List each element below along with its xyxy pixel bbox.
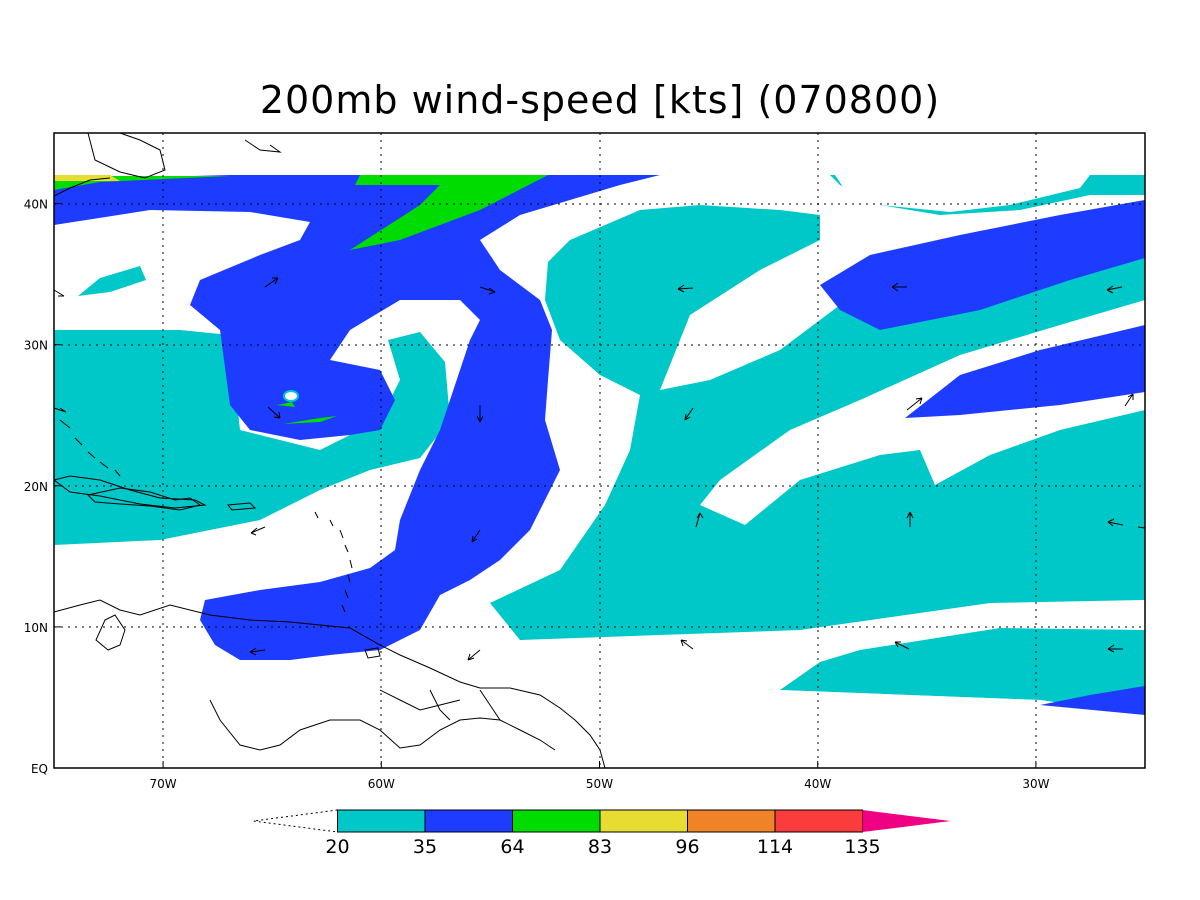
wind-arrow	[906, 511, 914, 527]
wind-arrow	[1107, 644, 1123, 653]
colorbar-swatch	[774, 809, 863, 833]
coastline-venezuela-gulf	[95, 614, 126, 651]
wind-arrow	[894, 641, 910, 650]
wind-band-35-64-east-north	[820, 200, 1145, 330]
wind-arrow	[677, 284, 694, 293]
colorbar-swatch	[687, 809, 776, 833]
wind-band-35-64-southeast	[1040, 686, 1145, 715]
colorbar-swatch	[599, 809, 688, 833]
wind-arrow	[1106, 285, 1123, 294]
wind-arrow	[479, 286, 496, 295]
coastline-cuba	[54, 475, 207, 509]
lon-tick-label: 50W	[586, 777, 613, 791]
colorbar-label: 114	[757, 836, 793, 858]
border-south-america	[209, 699, 556, 751]
coastline-puerto-rico	[227, 502, 257, 511]
lon-tick-label: 40W	[804, 777, 831, 791]
coastline-north-america	[54, 133, 166, 197]
wind-arrow	[476, 405, 484, 423]
colorbar-swatch	[424, 809, 513, 833]
colorbar-label: 96	[675, 836, 699, 858]
lon-tick-label: 70W	[150, 777, 177, 791]
wind-arrow	[53, 289, 65, 297]
colorbar-label: 135	[844, 836, 880, 858]
wind-arrow	[906, 397, 923, 411]
colorbar-swatch	[512, 809, 601, 833]
wind-arrow	[891, 282, 907, 292]
wind-arrow	[1124, 393, 1134, 407]
lat-tick-label: 40N	[24, 198, 48, 212]
coastline-bahamas	[59, 419, 121, 477]
wind-arrow	[264, 277, 279, 288]
wind-arrow	[684, 407, 694, 421]
colorbar-over-triangle	[862, 810, 951, 832]
wind-band-35-64	[54, 175, 660, 660]
calm-cell-north	[835, 175, 1090, 212]
colorbar-under-triangle	[253, 809, 338, 833]
map-title: 200mb wind-speed [kts] (070800)	[259, 78, 941, 122]
lat-tick-label: 20N	[24, 480, 48, 494]
colorbar-label: 35	[413, 836, 437, 858]
wind-arrow	[471, 529, 481, 543]
axis-ticks: 70W 60W 50W 40W 30W EQ 10N 20N 30N 40N	[24, 198, 1050, 791]
coastlines	[54, 133, 606, 768]
lon-tick-label: 30W	[1022, 777, 1049, 791]
wind-arrow	[1107, 518, 1124, 527]
coastline-nova-scotia	[244, 139, 282, 153]
colorbar-label: 64	[500, 836, 524, 858]
wind-band-83-96-nw	[54, 175, 120, 181]
lat-tick-label: 10N	[24, 621, 48, 635]
wind-arrow	[250, 526, 266, 536]
wind-arrow	[267, 406, 281, 419]
coastline-trinidad	[364, 647, 381, 659]
colorbar-label: 83	[588, 836, 612, 858]
wind-band-35-64-east-south	[905, 325, 1145, 418]
wind-band-64-83	[350, 175, 548, 250]
wind-arrow	[467, 649, 481, 661]
wind-speed-field	[54, 175, 1145, 768]
border-guianas	[379, 689, 501, 721]
wind-arrow	[680, 639, 694, 650]
wind-arrow	[1137, 526, 1146, 529]
colorbar-swatch	[337, 809, 426, 833]
wind-core-green	[277, 402, 337, 424]
wind-core-white	[283, 390, 299, 402]
wind-arrow	[53, 407, 67, 413]
coastline-hispaniola	[86, 487, 202, 511]
wind-vectors	[53, 277, 1146, 661]
lon-tick-label: 60W	[368, 777, 395, 791]
gridlines	[54, 133, 1145, 768]
wind-arrow	[695, 512, 704, 528]
coastline-lesser-antilles	[314, 511, 353, 613]
wind-arrow	[249, 647, 266, 656]
colorbar: 20 35 64 83 96 114 135	[253, 809, 951, 858]
colorbar-label: 20	[325, 836, 349, 858]
lat-tick-label: EQ	[31, 762, 48, 776]
lat-tick-label: 30N	[24, 339, 48, 353]
coastline-south-america	[54, 599, 606, 768]
